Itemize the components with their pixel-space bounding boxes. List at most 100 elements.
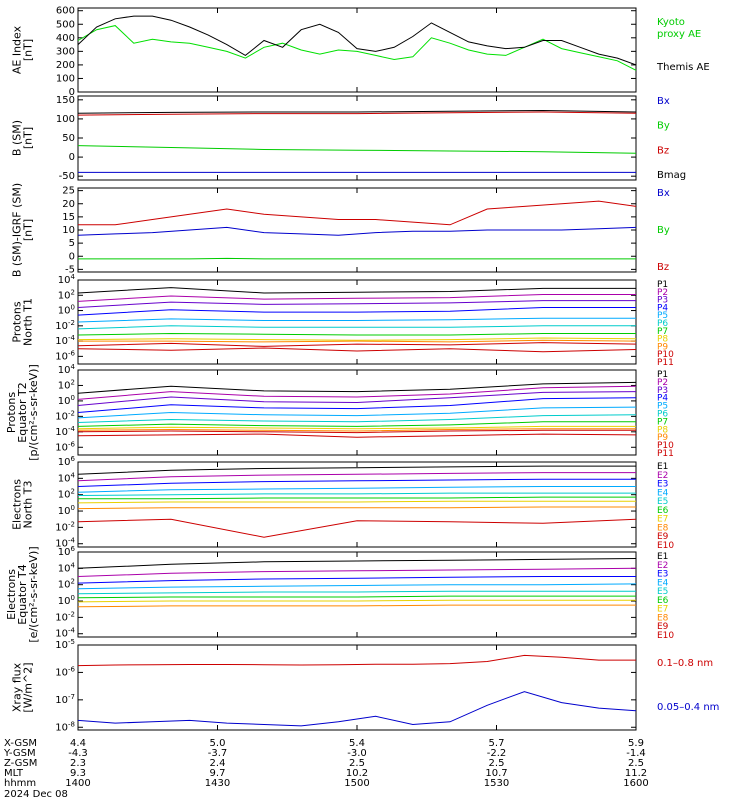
y-tick-label: 104: [58, 561, 76, 574]
legend-e4: E4: [657, 488, 669, 498]
y-tick-label: 600: [56, 6, 75, 17]
series-line-kyoto-proxy-ae: [77, 25, 637, 71]
series-line-p3: [77, 300, 636, 308]
y-tick-label: 10-2: [55, 409, 75, 422]
series-line-0-05-0-4-nm: [77, 691, 637, 727]
footer-label-mlt: MLT: [4, 768, 24, 779]
y-tick-label: 100: [56, 73, 75, 84]
series-line-e8: [77, 506, 636, 510]
series-line-p7: [77, 332, 636, 336]
y-tick-label: 104: [58, 273, 76, 286]
legend-p4: P4: [657, 303, 668, 313]
series-line-by: [77, 145, 637, 154]
series-line-bx: [77, 226, 637, 236]
legend-themis-ae: Themis AE: [656, 62, 710, 73]
y-tick-label: 150: [56, 95, 75, 106]
footer-value: 2.5: [489, 758, 505, 769]
y-tick-label: 10-2: [55, 319, 75, 332]
footer-date: 2024 Dec 08: [4, 789, 68, 800]
footer-value: 1500: [344, 778, 369, 789]
y-tick-label: 300: [56, 46, 75, 57]
series-line-by: [78, 257, 636, 260]
series-line-p10: [77, 429, 636, 434]
y-tick-label: 104: [58, 471, 76, 484]
y-axis-label: B (SM)-IGRF (SM): [11, 183, 24, 277]
legend-p11: P11: [657, 449, 674, 459]
legend-e3: E3: [657, 570, 668, 580]
footer-value: 1400: [65, 778, 90, 789]
legend-e7: E7: [657, 515, 668, 525]
legend-e5: E5: [657, 587, 668, 597]
y-axis-label: Electrons: [11, 479, 24, 530]
series-line-bmag: [77, 109, 637, 114]
series-line-e5: [77, 590, 636, 595]
legend-p9: P9: [657, 342, 668, 352]
legend-e6: E6: [657, 596, 669, 606]
footer-value: -4.3: [68, 748, 88, 759]
y-tick-label: 400: [56, 33, 75, 44]
legend-e1: E1: [657, 462, 668, 472]
y-tick-label: 0: [69, 87, 75, 98]
y-tick-label: -50: [59, 171, 75, 182]
series-line-e4: [77, 583, 637, 590]
y-tick-label: 15: [62, 212, 75, 223]
y-tick-label: 10-7: [55, 693, 75, 706]
y-axis-label: Xray flux: [11, 662, 24, 712]
series-line-e2: [77, 472, 636, 482]
legend-e4: E4: [657, 578, 669, 588]
legend-p11: P11: [657, 358, 674, 368]
y-axis-label: Equator T2: [16, 382, 29, 442]
y-tick-label: 106: [58, 455, 76, 468]
series-line-themis-ae: [77, 15, 637, 66]
footer-value: 5.0: [210, 738, 226, 749]
legend-e1: E1: [657, 552, 668, 562]
footer-label-hhmm: hhmm: [4, 778, 36, 789]
footer-value: 5.9: [628, 738, 644, 749]
y-axis-label: [W/m^2]: [22, 662, 35, 712]
y-axis-label: [nT]: [22, 39, 35, 61]
y-tick-label: 100: [58, 594, 75, 607]
y-tick-label: 10-6: [55, 665, 75, 678]
series-line-p11: [77, 347, 637, 353]
panel-frame: [77, 7, 637, 93]
legend-e2: E2: [657, 471, 668, 481]
legend-p1: P1: [657, 370, 668, 380]
legend-e7: E7: [657, 605, 668, 615]
footer-value: 11.2: [625, 768, 647, 779]
y-tick-label: 102: [58, 488, 75, 501]
y-axis-label: Protons: [11, 301, 24, 342]
legend-by: By: [657, 121, 670, 132]
y-tick-label: 10-4: [55, 425, 75, 438]
series-line-e8: [77, 604, 636, 608]
legend-p10: P10: [657, 441, 674, 451]
footer-value: 2.5: [349, 758, 365, 769]
footer-value: -3.7: [208, 748, 228, 759]
panel-frame: [77, 644, 637, 731]
series-line-p8: [77, 425, 636, 430]
legend-p7: P7: [657, 417, 668, 427]
y-tick-label: 100: [58, 304, 75, 317]
footer-value: 10.2: [346, 768, 368, 779]
y-tick-label: 50: [62, 133, 75, 144]
footer-value: 4.4: [70, 738, 86, 749]
footer-value: 2.3: [70, 758, 86, 769]
y-tick-label: 10-4: [55, 334, 75, 347]
legend-p6: P6: [657, 410, 668, 420]
footer-value: -2.2: [487, 748, 507, 759]
legend-e8: E8: [657, 613, 669, 623]
y-tick-label: 10-8: [55, 720, 75, 733]
y-tick-label: 100: [56, 114, 75, 125]
series-line-e1: [77, 558, 637, 569]
footer-value: 1530: [484, 778, 509, 789]
y-tick-label: 102: [58, 578, 75, 591]
y-tick-label: 100: [58, 504, 75, 517]
legend-p10: P10: [657, 350, 674, 360]
y-tick-label: 10-5: [55, 638, 75, 651]
legend-by: By: [657, 225, 670, 236]
footer-value: 9.3: [70, 768, 86, 779]
series-line-p2: [77, 385, 637, 400]
series-line-p5: [77, 406, 637, 419]
